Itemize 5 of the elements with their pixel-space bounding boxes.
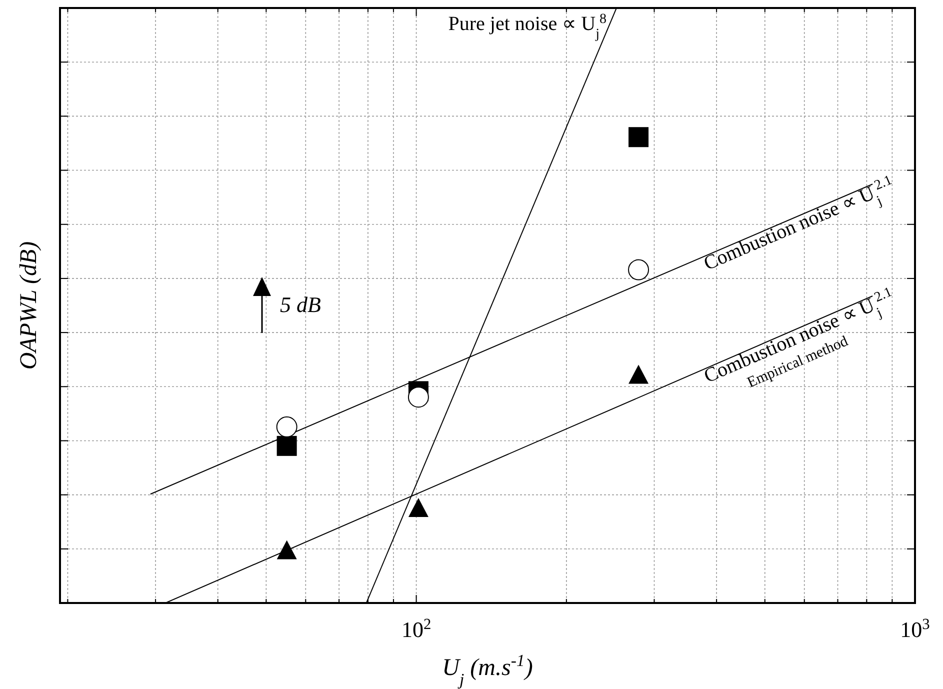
x-tick-label: 10$^{3}$: [900, 616, 930, 642]
x-tick-label: 10$^{2}$: [401, 616, 432, 642]
y-axis-title: OAPWL (dB): [16, 241, 42, 370]
x-axis-title: U$_{j}$ (m.s$^{-1}$): [442, 650, 533, 688]
annotation: 5 dB: [280, 292, 321, 317]
